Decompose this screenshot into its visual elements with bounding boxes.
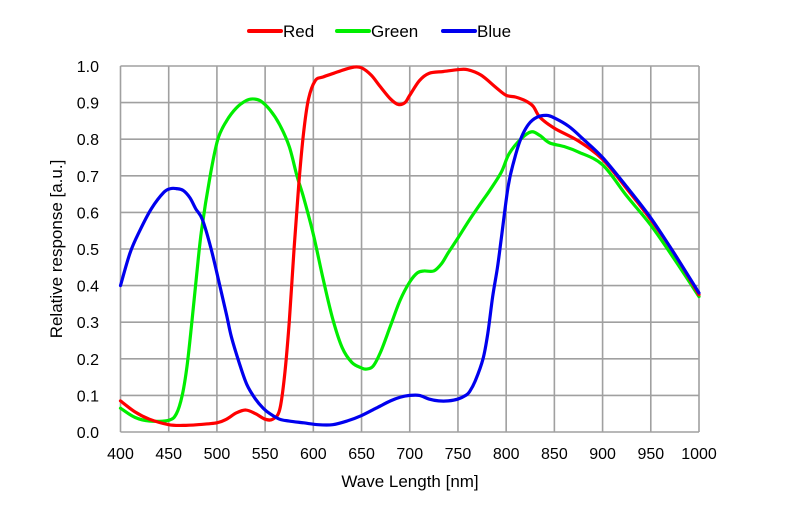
legend-label-red: Red bbox=[283, 22, 314, 41]
x-axis-tick-labels: 400 450 500 550 600 650 700 750 800 850 900 950 1000 bbox=[107, 446, 717, 463]
x-tick-label: 700 bbox=[396, 446, 423, 463]
y-tick-label: 0.8 bbox=[77, 132, 99, 149]
x-tick-label: 600 bbox=[300, 446, 327, 463]
plot-series bbox=[118, 65, 701, 428]
series-line-green bbox=[118, 97, 701, 423]
y-tick-label: 0.9 bbox=[77, 96, 99, 113]
legend: Red Green Blue bbox=[247, 22, 511, 41]
y-tick-label: 0.5 bbox=[77, 242, 99, 259]
x-tick-label: 850 bbox=[541, 446, 568, 463]
x-tick-label: 450 bbox=[155, 446, 182, 463]
y-tick-label: 0.4 bbox=[77, 279, 99, 296]
x-tick-label: 900 bbox=[589, 446, 616, 463]
y-tick-label: 0.7 bbox=[77, 169, 99, 186]
x-tick-label: 1000 bbox=[681, 446, 717, 463]
y-axis-tick-labels: 0.0 0.1 0.2 0.3 0.4 0.5 0.6 0.7 0.8 0.9 1.0 bbox=[77, 59, 99, 442]
legend-label-blue: Blue bbox=[477, 22, 511, 41]
plot-grid bbox=[119, 65, 700, 433]
y-tick-label: 0.6 bbox=[77, 205, 99, 222]
y-tick-label: 0.2 bbox=[77, 352, 99, 369]
x-tick-label: 750 bbox=[445, 446, 472, 463]
legend-item-red: Red bbox=[247, 22, 314, 41]
y-tick-label: 0.0 bbox=[77, 425, 99, 442]
y-tick-label: 1.0 bbox=[77, 59, 99, 76]
legend-item-blue: Blue bbox=[441, 22, 511, 41]
x-tick-label: 400 bbox=[107, 446, 134, 463]
x-tick-label: 800 bbox=[493, 446, 520, 463]
x-axis-title: Wave Length [nm] bbox=[341, 472, 478, 491]
x-tick-label: 500 bbox=[204, 446, 231, 463]
x-tick-label: 650 bbox=[348, 446, 375, 463]
series-line-red bbox=[118, 65, 701, 428]
x-tick-label: 950 bbox=[637, 446, 664, 463]
legend-label-green: Green bbox=[371, 22, 418, 41]
x-tick-label: 550 bbox=[252, 446, 279, 463]
y-tick-label: 0.3 bbox=[77, 315, 99, 332]
series-line-blue bbox=[118, 113, 701, 427]
y-tick-label: 0.1 bbox=[77, 388, 99, 405]
y-axis-title: Relative response [a.u.] bbox=[47, 160, 66, 339]
legend-item-green: Green bbox=[335, 22, 418, 41]
